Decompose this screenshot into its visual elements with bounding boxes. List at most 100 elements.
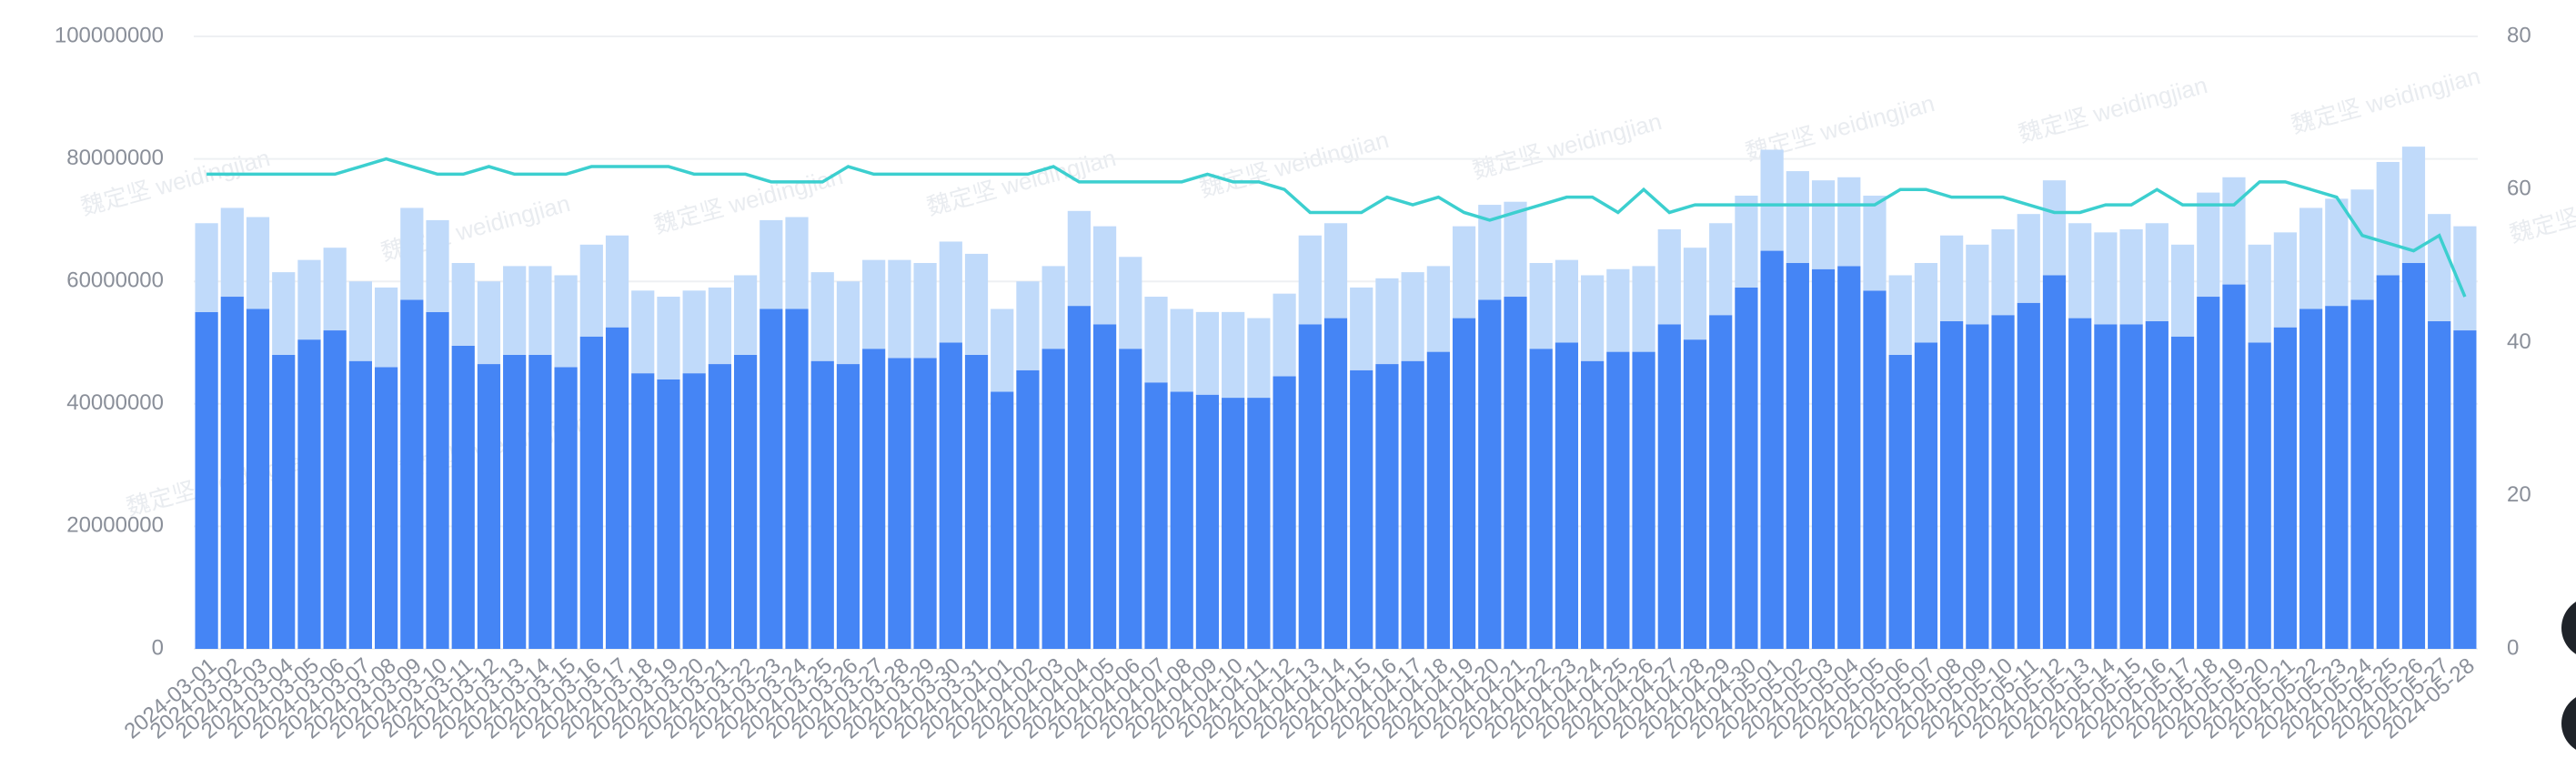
bar [1119, 349, 1142, 649]
bar [708, 364, 731, 649]
bar [1041, 266, 1065, 349]
bar [2094, 324, 2118, 649]
y-tick-label: 40000000 [66, 390, 164, 415]
bar [2145, 320, 2168, 649]
y2-tick-label: 20 [2507, 482, 2531, 507]
bar [810, 360, 834, 649]
bar [733, 275, 758, 355]
bar [810, 272, 834, 361]
bar [1632, 351, 1655, 649]
bar [631, 373, 655, 649]
bar [2042, 180, 2067, 276]
bar [528, 354, 552, 649]
watermark: 魏定坚 weidingjian [1470, 107, 1665, 184]
bar [939, 241, 962, 343]
bar [1735, 195, 1758, 288]
bar [195, 223, 218, 312]
bar [1709, 223, 1733, 316]
bar [220, 207, 244, 298]
bar [297, 259, 321, 340]
bar [2350, 299, 2374, 649]
bar [888, 358, 911, 649]
bar [1683, 339, 1707, 649]
bar [1323, 318, 1348, 649]
bar [913, 358, 937, 649]
bar [1067, 306, 1091, 649]
bar [1298, 235, 1322, 325]
bar [1786, 171, 1809, 264]
bar [1092, 226, 1117, 325]
bar [964, 253, 989, 355]
bar [554, 275, 578, 368]
bar [348, 281, 372, 361]
bar [451, 345, 475, 649]
bar [991, 309, 1014, 392]
y-tick-label: 60000000 [66, 268, 164, 293]
bar [1504, 297, 1527, 649]
bar [1811, 268, 1836, 649]
bar [1092, 324, 1117, 649]
bar [503, 266, 527, 355]
y2-tick-label: 80 [2507, 23, 2531, 47]
bar [1504, 201, 1527, 298]
bar [1426, 266, 1450, 352]
bar [1170, 309, 1193, 392]
bar [579, 244, 603, 337]
bar [272, 272, 296, 355]
bar [1323, 223, 1348, 319]
bar [1426, 351, 1450, 649]
bar [1350, 369, 1374, 649]
bar [2299, 207, 2323, 309]
bar [477, 281, 501, 365]
bar [2222, 177, 2246, 285]
bar [657, 379, 680, 649]
bar [657, 297, 680, 379]
bar [246, 309, 270, 649]
bar [964, 354, 989, 649]
bar [477, 364, 501, 649]
bar [1016, 369, 1040, 649]
bar [1657, 324, 1681, 649]
bar [939, 342, 962, 649]
bar [374, 287, 398, 368]
bar [1863, 195, 1887, 291]
bar [1914, 342, 1938, 649]
y2-tick-label: 60 [2507, 177, 2531, 201]
bar [2325, 198, 2349, 307]
float-button[interactable] [2561, 693, 2576, 754]
line [206, 157, 2467, 298]
bar [1170, 391, 1193, 649]
y-tick-label: 100000000 [55, 23, 164, 47]
bar [1401, 360, 1424, 649]
bar [1478, 299, 1502, 649]
bar [1811, 180, 1836, 269]
bar [1350, 287, 1374, 370]
bar [1016, 281, 1040, 370]
bar [2401, 263, 2426, 649]
bar [2222, 284, 2246, 649]
bar [2376, 275, 2400, 649]
bar [2428, 320, 2451, 649]
bar [2068, 223, 2092, 319]
y-tick-label: 0 [152, 635, 164, 660]
bar [1735, 287, 1758, 649]
bar [2248, 244, 2271, 343]
bar [2170, 336, 2195, 649]
bar [2170, 244, 2195, 337]
bar [348, 360, 372, 649]
float-button[interactable] [2561, 597, 2576, 659]
bar [1144, 297, 1168, 383]
bar [220, 297, 244, 649]
bar [2094, 232, 2118, 325]
bar [323, 330, 347, 649]
bar [1273, 376, 1296, 649]
bar [836, 281, 860, 365]
bar [2145, 223, 2168, 321]
bar [297, 339, 321, 649]
bar [682, 373, 706, 649]
bar [1273, 293, 1296, 377]
bar [426, 311, 449, 649]
bar [323, 248, 347, 331]
bar [272, 354, 296, 649]
